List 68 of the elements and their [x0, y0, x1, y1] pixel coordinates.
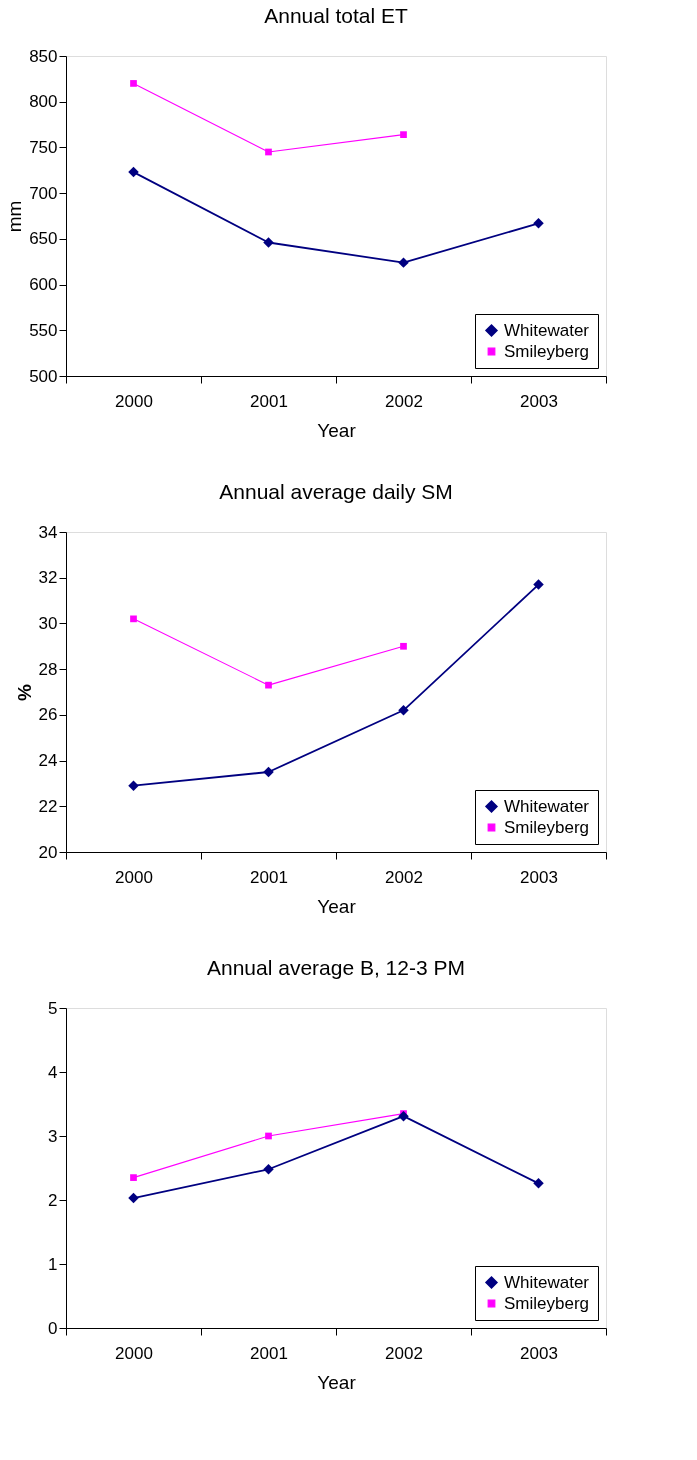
legend-label: Whitewater — [504, 1272, 590, 1292]
y-tick-label: 1 — [48, 1254, 58, 1274]
point — [130, 80, 137, 87]
point — [128, 166, 139, 178]
point — [533, 579, 544, 590]
point — [265, 681, 272, 689]
point — [400, 131, 407, 138]
point — [130, 1174, 137, 1181]
y-tick-label: 500 — [29, 366, 58, 386]
point — [398, 1110, 409, 1122]
chart-title: Annual average B, 12-3 PM — [207, 956, 465, 979]
y-tick-label: 600 — [29, 275, 58, 295]
point — [398, 257, 409, 268]
y-tick-label: 20 — [38, 842, 58, 862]
legend-label: Smileyberg — [504, 1293, 590, 1313]
y-tick-label: 800 — [29, 92, 58, 112]
x-axis-title: Year — [317, 419, 357, 441]
y-tick-label: 22 — [38, 796, 58, 816]
point — [400, 642, 407, 650]
x-tick-label: 2000 — [115, 1343, 153, 1363]
point — [398, 705, 409, 716]
point — [263, 766, 274, 778]
point — [265, 1132, 272, 1140]
y-axis-title: mm — [4, 200, 26, 233]
legend-label: Whitewater — [504, 796, 590, 816]
y-tick-label: 34 — [38, 522, 58, 542]
x-axis-title: Year — [317, 895, 357, 917]
y-tick-label: 700 — [29, 183, 58, 203]
y-tick-label: 2 — [48, 1190, 58, 1210]
point — [128, 780, 139, 791]
y-tick-label: 0 — [48, 1318, 58, 1338]
y-tick-label: 24 — [38, 751, 58, 771]
x-tick-label: 2003 — [520, 1343, 558, 1363]
y-tick-label: 32 — [38, 568, 58, 588]
y-tick-label: 28 — [38, 659, 58, 679]
y-tick-label: 550 — [29, 320, 58, 340]
x-tick-label: 2003 — [520, 867, 558, 887]
y-tick-label: 26 — [38, 705, 58, 725]
y-tick-label: 650 — [29, 229, 58, 249]
x-tick-label: 2001 — [250, 391, 288, 411]
x-tick-label: 2003 — [520, 391, 558, 411]
y-tick-label: 5 — [48, 998, 58, 1018]
y-axis-title: % — [13, 683, 35, 701]
point — [533, 1178, 544, 1189]
point — [130, 615, 137, 623]
chart-title: Annual average daily SM — [219, 480, 453, 503]
legend-label: Smileyberg — [504, 341, 590, 361]
legend-label: Smileyberg — [504, 817, 590, 837]
legend-label: Whitewater — [504, 320, 590, 340]
x-tick-label: 2000 — [115, 867, 153, 887]
y-tick-label: 850 — [29, 46, 58, 66]
x-tick-label: 2002 — [385, 867, 423, 887]
point — [265, 148, 272, 156]
y-tick-label: 3 — [48, 1126, 58, 1146]
y-tick-label: 4 — [48, 1062, 58, 1082]
x-tick-label: 2001 — [250, 1343, 288, 1363]
y-tick-label: 30 — [38, 613, 58, 633]
x-tick-label: 2002 — [385, 1343, 423, 1363]
x-tick-label: 2001 — [250, 867, 288, 887]
point — [128, 1192, 139, 1204]
y-tick-label: 750 — [29, 137, 58, 157]
x-axis-title: Year — [317, 1371, 357, 1393]
x-tick-label: 2002 — [385, 391, 423, 411]
chart-title: Annual total ET — [264, 4, 408, 27]
point — [263, 237, 274, 248]
x-tick-label: 2000 — [115, 391, 153, 411]
point — [533, 218, 544, 229]
point — [263, 1164, 274, 1175]
